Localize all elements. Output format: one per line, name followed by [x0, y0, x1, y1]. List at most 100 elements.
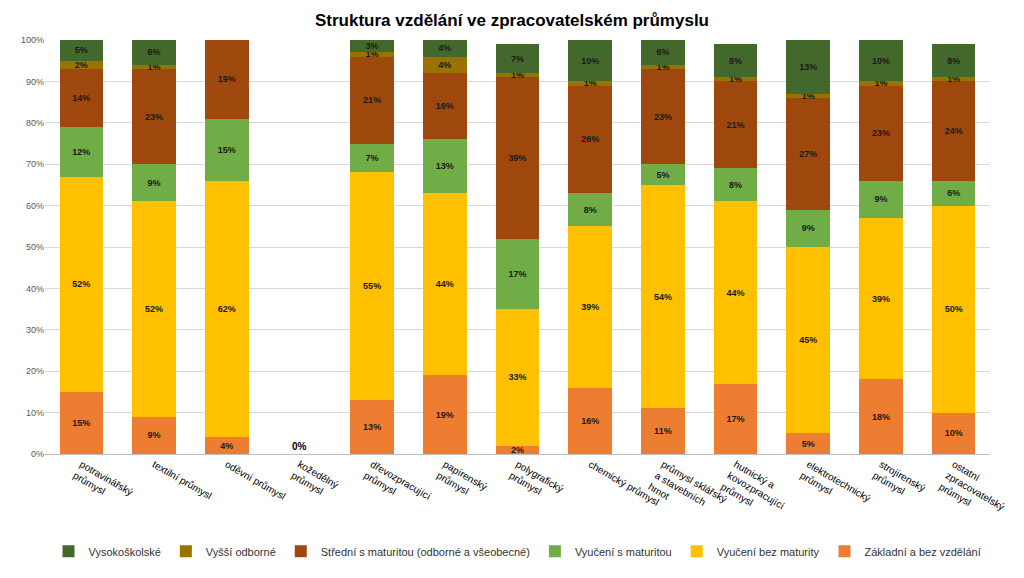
- svg-text:23%: 23%: [872, 128, 890, 138]
- svg-text:24%: 24%: [945, 126, 963, 136]
- svg-text:ostatnízpracovatelskýprůmysl: ostatnízpracovatelskýprůmysl: [937, 459, 1013, 524]
- svg-text:16%: 16%: [436, 101, 454, 111]
- svg-text:39%: 39%: [508, 153, 526, 163]
- svg-text:9%: 9%: [148, 178, 161, 188]
- svg-text:10%: 10%: [872, 56, 890, 66]
- svg-text:12%: 12%: [72, 147, 90, 157]
- svg-text:19%: 19%: [436, 410, 454, 420]
- svg-text:1%: 1%: [729, 74, 742, 84]
- svg-text:14%: 14%: [72, 93, 90, 103]
- svg-text:9%: 9%: [874, 194, 887, 204]
- svg-text:15%: 15%: [72, 418, 90, 428]
- svg-text:23%: 23%: [145, 112, 163, 122]
- svg-text:39%: 39%: [872, 294, 890, 304]
- svg-text:17%: 17%: [508, 269, 526, 279]
- svg-text:18%: 18%: [872, 412, 890, 422]
- svg-text:40%: 40%: [26, 284, 44, 294]
- svg-text:1%: 1%: [947, 74, 960, 84]
- svg-text:1%: 1%: [366, 49, 379, 59]
- svg-text:Struktura vzdělání ve zpracova: Struktura vzdělání ve zpracovatelském pr…: [315, 11, 709, 30]
- svg-text:oděvní průmysl: oděvní průmysl: [223, 459, 287, 502]
- svg-text:6%: 6%: [656, 47, 669, 57]
- svg-text:54%: 54%: [654, 292, 672, 302]
- svg-text:5%: 5%: [656, 170, 669, 180]
- svg-text:5%: 5%: [802, 439, 815, 449]
- svg-text:50%: 50%: [945, 304, 963, 314]
- svg-text:8%: 8%: [729, 56, 742, 66]
- svg-text:13%: 13%: [363, 422, 381, 432]
- svg-text:0%: 0%: [292, 441, 307, 452]
- svg-text:8%: 8%: [729, 180, 742, 190]
- svg-text:26%: 26%: [581, 134, 599, 144]
- svg-text:100%: 100%: [21, 35, 44, 45]
- svg-text:1%: 1%: [656, 62, 669, 72]
- svg-text:44%: 44%: [727, 288, 745, 298]
- svg-text:9%: 9%: [802, 223, 815, 233]
- svg-text:30%: 30%: [26, 325, 44, 335]
- svg-text:papírenskýprůmysl: papírenskýprůmysl: [435, 459, 489, 504]
- svg-text:8%: 8%: [947, 56, 960, 66]
- svg-text:chemický průmysl: chemický průmysl: [587, 459, 661, 508]
- svg-text:potravinářskýprůmysl: potravinářskýprůmysl: [71, 459, 135, 510]
- svg-text:textilní průmysl: textilní průmysl: [151, 459, 214, 502]
- svg-text:19%: 19%: [218, 74, 236, 84]
- svg-text:90%: 90%: [26, 77, 44, 87]
- svg-text:9%: 9%: [148, 430, 161, 440]
- svg-text:7%: 7%: [511, 54, 524, 64]
- svg-text:13%: 13%: [799, 62, 817, 72]
- svg-text:10%: 10%: [581, 56, 599, 66]
- svg-text:4%: 4%: [438, 43, 451, 53]
- svg-text:Vysokoškolské: Vysokoškolské: [89, 546, 161, 558]
- svg-text:17%: 17%: [727, 414, 745, 424]
- svg-text:6%: 6%: [947, 188, 960, 198]
- svg-text:52%: 52%: [145, 304, 163, 314]
- svg-text:7%: 7%: [366, 153, 379, 163]
- svg-text:Základní a bez vzdělání: Základní a bez vzdělání: [865, 546, 981, 558]
- svg-text:52%: 52%: [72, 279, 90, 289]
- svg-text:1%: 1%: [584, 78, 597, 88]
- svg-text:dřevozpracujícíprůmysl: dřevozpracujícíprůmysl: [362, 459, 433, 514]
- svg-text:1%: 1%: [874, 78, 887, 88]
- svg-text:44%: 44%: [436, 279, 454, 289]
- svg-text:80%: 80%: [26, 118, 44, 128]
- svg-text:Vyučení bez maturity: Vyučení bez maturity: [717, 546, 820, 558]
- svg-text:průmysl sklářskýa stavebníchhm: průmysl sklářskýa stavebníchhmot: [646, 459, 729, 528]
- svg-text:21%: 21%: [727, 120, 745, 130]
- svg-text:5%: 5%: [75, 45, 88, 55]
- svg-text:13%: 13%: [436, 161, 454, 171]
- svg-text:hutnický akovozpracujícíprůmys: hutnický akovozpracujícíprůmysl: [719, 459, 793, 523]
- svg-text:33%: 33%: [508, 372, 526, 382]
- svg-text:1%: 1%: [511, 70, 524, 80]
- svg-text:elektrotechnickýprůmysl: elektrotechnickýprůmysl: [798, 459, 872, 516]
- svg-text:kožedělnýprůmysl: kožedělnýprůmysl: [289, 459, 340, 502]
- svg-text:8%: 8%: [584, 205, 597, 215]
- svg-text:60%: 60%: [26, 201, 44, 211]
- svg-text:polygrafickýprůmysl: polygrafickýprůmysl: [508, 459, 566, 506]
- svg-text:55%: 55%: [363, 281, 381, 291]
- svg-text:4%: 4%: [438, 60, 451, 70]
- svg-text:39%: 39%: [581, 302, 599, 312]
- svg-text:50%: 50%: [26, 242, 44, 252]
- svg-text:62%: 62%: [218, 304, 236, 314]
- svg-text:4%: 4%: [220, 441, 233, 451]
- svg-text:strojírenskýprůmysl: strojírenskýprůmysl: [871, 459, 927, 505]
- svg-text:70%: 70%: [26, 159, 44, 169]
- svg-text:0%: 0%: [31, 449, 44, 459]
- svg-text:11%: 11%: [654, 426, 672, 436]
- svg-text:6%: 6%: [148, 47, 161, 57]
- svg-text:27%: 27%: [799, 149, 817, 159]
- svg-text:1%: 1%: [802, 91, 815, 101]
- svg-text:2%: 2%: [75, 60, 88, 70]
- svg-text:10%: 10%: [26, 408, 44, 418]
- svg-text:23%: 23%: [654, 112, 672, 122]
- svg-text:45%: 45%: [799, 335, 817, 345]
- svg-text:3%: 3%: [366, 41, 379, 51]
- svg-text:16%: 16%: [581, 416, 599, 426]
- svg-text:10%: 10%: [945, 428, 963, 438]
- svg-text:Vyučení s maturitou: Vyučení s maturitou: [575, 546, 672, 558]
- svg-text:Střední s maturitou (odborné a: Střední s maturitou (odborné a všeobecné…: [321, 546, 530, 558]
- svg-text:2%: 2%: [511, 445, 524, 455]
- svg-text:15%: 15%: [218, 145, 236, 155]
- svg-text:20%: 20%: [26, 366, 44, 376]
- svg-text:Vyšší odborné: Vyšší odborné: [206, 546, 276, 558]
